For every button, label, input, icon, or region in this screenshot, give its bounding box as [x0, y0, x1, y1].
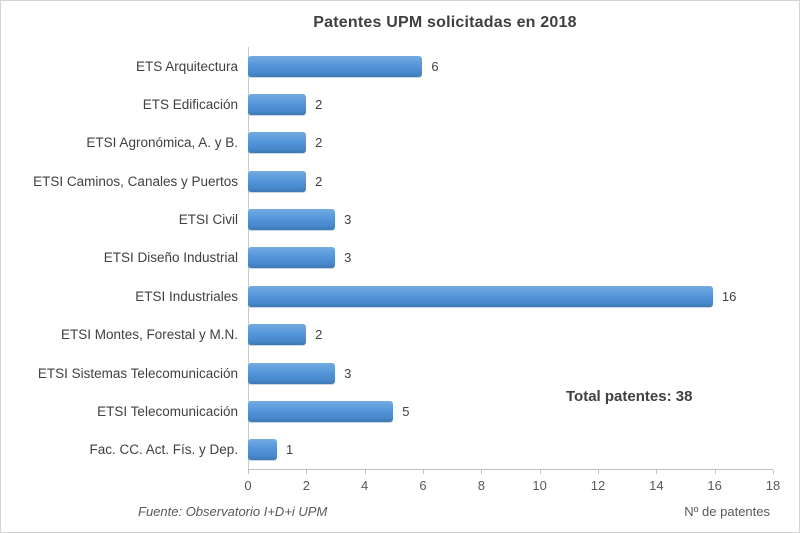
x-axis-tick-label: 16 — [707, 478, 722, 493]
x-axis-tick-mark — [773, 470, 774, 474]
category-label: ETSI Sistemas Telecomunicación — [37, 365, 238, 381]
x-axis-tick-mark — [248, 470, 249, 474]
category-label: ETSI Caminos, Canales y Puertos — [33, 173, 238, 189]
bar — [248, 94, 307, 116]
category-label: ETS Edificación — [142, 97, 238, 113]
bar-value-label: 1 — [286, 442, 294, 458]
plot-area: ETS Arquitectura 6 ETS Edificación 2 ETSI Ag… — [1, 47, 799, 469]
x-axis-tick-label: 14 — [649, 478, 664, 493]
bar-value-label: 5 — [402, 403, 410, 419]
bar-track: 3 — [248, 200, 771, 238]
bar — [248, 324, 307, 346]
bar-track: 1 — [248, 431, 771, 469]
chart-row: ETSI Sistemas Telecomunicación 3 — [1, 354, 799, 392]
bar-track: 2 — [248, 316, 771, 354]
x-axis-tick-label: 8 — [477, 478, 485, 493]
x-axis-tick-mark — [598, 470, 599, 474]
chart-row: ETS Arquitectura 6 — [1, 47, 799, 85]
chart-row: ETSI Montes, Forestal y M.N. 2 — [1, 316, 799, 354]
bar — [248, 170, 307, 192]
bar — [248, 439, 278, 461]
bar-track: 3 — [248, 354, 771, 392]
category-label: Fac. CC. Act. Fís. y Dep. — [89, 442, 238, 458]
bar — [248, 132, 307, 154]
x-axis-tick-label: 4 — [361, 478, 369, 493]
x-axis-tick-mark — [423, 470, 424, 474]
category-label: ETSI Industriales — [135, 288, 238, 304]
x-axis-tick-label: 18 — [765, 478, 781, 493]
chart-row: ETSI Diseño Industrial 3 — [1, 239, 799, 277]
bar-value-label: 2 — [315, 97, 323, 113]
chart-row: ETSI Civil 3 — [1, 200, 799, 238]
category-label: ETSI Civil — [178, 212, 238, 228]
chart-row: Fac. CC. Act. Fís. y Dep. 1 — [1, 431, 799, 469]
x-axis-tick-label: 6 — [419, 478, 427, 493]
bar-value-label: 16 — [721, 288, 737, 304]
chart-row: ETSI Industriales 16 — [1, 277, 799, 315]
bar-track: 5 — [248, 392, 771, 430]
bar-value-label: 2 — [315, 173, 323, 189]
bar-track: 2 — [248, 162, 771, 200]
bar-track: 16 — [248, 277, 771, 315]
x-axis-tick-mark — [481, 470, 483, 474]
x-axis-tick-mark — [714, 470, 716, 474]
bar-track: 2 — [248, 85, 771, 123]
x-axis-tick-label: 2 — [302, 478, 310, 493]
x-axis-tick-mark — [539, 470, 541, 474]
bar-track: 6 — [248, 47, 771, 85]
bar-value-label: 3 — [344, 212, 352, 228]
x-axis: 0 2 4 6 8 10 12 14 16 18 — [244, 469, 780, 497]
bar — [248, 55, 423, 77]
bar-value-label: 2 — [315, 135, 323, 151]
x-axis-tick-mark — [364, 470, 366, 474]
chart-row: ETSI Agronómica, A. y B. 2 — [1, 124, 799, 162]
chart-row: ETSI Telecomunicación 5 — [1, 392, 799, 430]
category-label: ETS Arquitectura — [135, 58, 238, 74]
bar — [248, 285, 713, 307]
bar-value-label: 3 — [344, 250, 352, 266]
chart-title: Patentes UPM solicitadas en 2018 — [313, 14, 577, 31]
x-axis-tick-mark — [306, 470, 308, 474]
chart-row: ETS Edificación 2 — [1, 85, 799, 123]
x-axis-tick-label: 12 — [590, 478, 606, 493]
x-axis-title: Nº de patentes — [684, 504, 770, 519]
x-axis-tick-label: 10 — [532, 478, 547, 493]
bar-value-label: 3 — [344, 365, 352, 381]
x-axis-tick-mark — [656, 470, 658, 474]
chart-rows: ETS Arquitectura 6 ETS Edificación 2 ETSI Ag… — [1, 47, 799, 469]
category-label: ETSI Montes, Forestal y M.N. — [60, 327, 238, 343]
category-label: ETSI Diseño Industrial — [103, 250, 238, 266]
bar — [248, 247, 336, 269]
x-axis-tick-label: 0 — [244, 478, 252, 493]
category-label: ETSI Agronómica, A. y B. — [86, 135, 238, 151]
bar — [248, 209, 336, 231]
bar — [248, 362, 336, 384]
category-label: ETSI Telecomunicación — [97, 403, 238, 419]
source-caption: Fuente: Observatorio I+D+i UPM — [138, 504, 328, 519]
bar-value-label: 2 — [315, 327, 323, 343]
bar — [248, 400, 394, 422]
chart-row: ETSI Caminos, Canales y Puertos 2 — [1, 162, 799, 200]
total-annotation: Total patentes: 38 — [566, 388, 693, 405]
bar-track: 2 — [248, 124, 771, 162]
bar-track: 3 — [248, 239, 771, 277]
bar-value-label: 6 — [431, 58, 439, 74]
